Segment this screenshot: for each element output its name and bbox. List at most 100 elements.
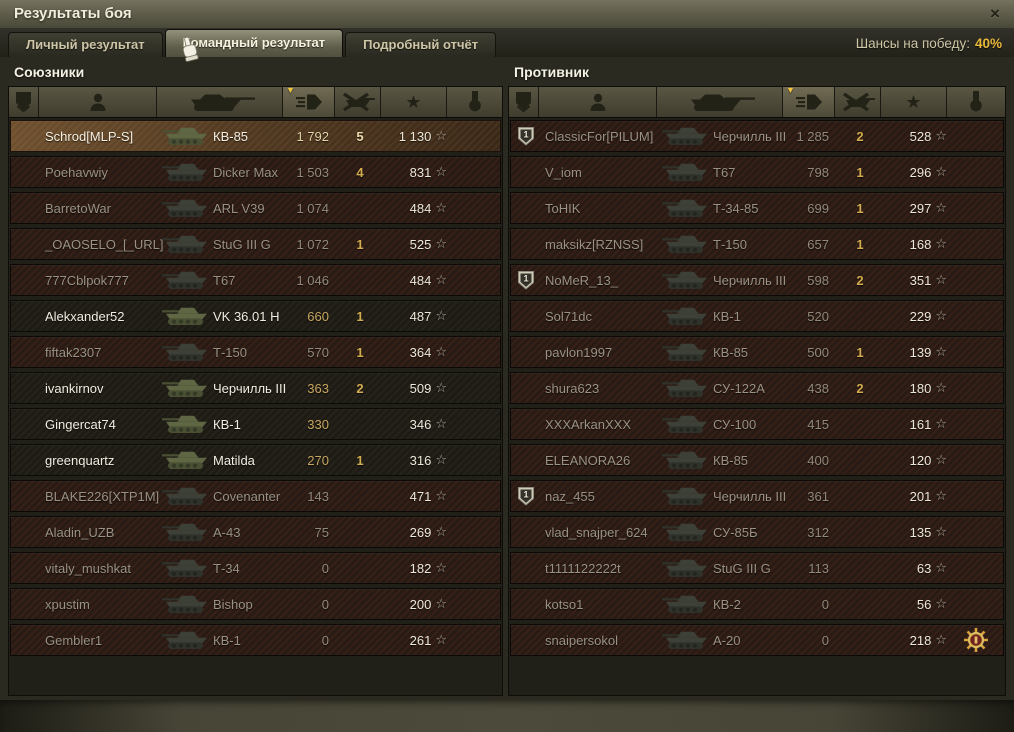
- tank-name: СУ-122А: [713, 380, 765, 396]
- table-row[interactable]: ELEANORA26 КВ-85 400 120 ☆: [510, 444, 1004, 476]
- tank-icon: [159, 413, 213, 435]
- table-row[interactable]: kotso1 КВ-2 0 56 ☆: [510, 588, 1004, 620]
- xp-cell: 364 ☆: [383, 344, 449, 360]
- close-icon[interactable]: ×: [990, 4, 1000, 23]
- header-experience[interactable]: ★: [381, 87, 447, 117]
- damage-value: 0: [321, 560, 329, 576]
- table-row[interactable]: shura623 СУ-122А 438 2 180 ☆: [510, 372, 1004, 404]
- damage-value: 363: [307, 380, 329, 396]
- xp-cell: 484 ☆: [383, 272, 449, 288]
- header-platoon[interactable]: [509, 87, 539, 117]
- kills-value: 5: [356, 128, 364, 144]
- table-row[interactable]: t1111122222t StuG III G 113 63 ☆: [510, 552, 1004, 584]
- star-icon: ★: [405, 92, 422, 112]
- header-player[interactable]: [39, 87, 157, 117]
- shell-icon: [795, 94, 822, 110]
- table-row[interactable]: _OAOSELO_[_URL] StuG III G 1 072 1 525 ☆: [10, 228, 501, 260]
- table-row[interactable]: vitaly_mushkat Т-34 0 182 ☆: [10, 552, 501, 584]
- table-row[interactable]: Poehavwiy Dicker Max 1 503 4 831 ☆: [10, 156, 501, 188]
- xp-star-icon: ☆: [435, 452, 447, 467]
- table-row[interactable]: BLAKE226[XTP1M] Covenanter 143 471 ☆: [10, 480, 501, 512]
- table-row[interactable]: snaipersokol А-20 0 218 ☆: [510, 624, 1004, 656]
- tank-name: Т-34: [213, 560, 240, 576]
- header-medals[interactable]: [947, 87, 1005, 117]
- tab-0[interactable]: Личный результат: [8, 32, 163, 57]
- tank-name: StuG III G: [213, 236, 271, 252]
- header-player[interactable]: [539, 87, 657, 117]
- xp-star-icon: ☆: [435, 236, 447, 251]
- table-row[interactable]: 1 ClassicFor[PILUM] Черчилль III 1 285 2…: [510, 120, 1004, 152]
- header-medals[interactable]: [447, 87, 502, 117]
- damage-value: 143: [307, 488, 329, 504]
- table-row[interactable]: BarretoWar ARL V39 1 074 484 ☆: [10, 192, 501, 224]
- xp-star-icon: ☆: [935, 272, 947, 287]
- table-rows: Schrod[MLP-S] КВ-85 1 792 5 1 130 ☆ Poeh…: [9, 118, 502, 656]
- header-frags[interactable]: [335, 87, 381, 117]
- header-frags[interactable]: [835, 87, 881, 117]
- player-name: Gingercat74: [45, 416, 116, 432]
- header-damage[interactable]: ▼: [783, 85, 835, 117]
- header-platoon[interactable]: [9, 87, 39, 117]
- header-damage[interactable]: ▼: [283, 85, 335, 117]
- table-row[interactable]: pavlon1997 КВ-85 500 1 139 ☆: [510, 336, 1004, 368]
- damage-value: 400: [807, 452, 829, 468]
- player-name: vlad_snajper_624: [545, 524, 648, 540]
- table-row[interactable]: vlad_snajper_624 СУ-85Б 312 135 ☆: [510, 516, 1004, 548]
- tank-icon: [659, 161, 713, 183]
- win-chance-value: 40%: [974, 36, 1002, 51]
- player-name: Gembler1: [45, 632, 103, 648]
- xp-cell: 351 ☆: [883, 272, 949, 288]
- damage-value: 330: [307, 416, 329, 432]
- table-row[interactable]: maksikz[RZNSS] Т-150 657 1 168 ☆: [510, 228, 1004, 260]
- tab-1[interactable]: Командный результат: [164, 29, 344, 57]
- table-row[interactable]: XXXArkanXXX СУ-100 415 161 ☆: [510, 408, 1004, 440]
- table-row[interactable]: ivankirnov Черчилль III 363 2 509 ☆: [10, 372, 501, 404]
- damage-value: 1 046: [296, 272, 329, 288]
- xp-value: 484: [409, 272, 432, 288]
- table-row[interactable]: fiftak2307 Т-150 570 1 364 ☆: [10, 336, 501, 368]
- player-name: pavlon1997: [545, 344, 613, 360]
- xp-star-icon: ☆: [435, 272, 447, 287]
- player-name: snaipersokol: [545, 632, 618, 648]
- xp-cell: 296 ☆: [883, 164, 949, 180]
- table-row[interactable]: Aladin_UZB А-43 75 269 ☆: [10, 516, 501, 548]
- table-row[interactable]: 1 naz_455 Черчилль III 361 201 ☆: [510, 480, 1004, 512]
- table-row[interactable]: Sol71dc КВ-1 520 229 ☆: [510, 300, 1004, 332]
- xp-cell: 1 130 ☆: [383, 128, 449, 144]
- table-row[interactable]: Alekxander52 VK 36.01 H 660 1 487 ☆: [10, 300, 501, 332]
- player-name: t1111122222t: [545, 560, 621, 576]
- xp-value: 200: [409, 596, 432, 612]
- platoon-cell: 1: [511, 126, 541, 147]
- table-row[interactable]: Schrod[MLP-S] КВ-85 1 792 5 1 130 ☆: [10, 120, 501, 152]
- tank-icon: [159, 269, 213, 291]
- xp-star-icon: ☆: [935, 344, 947, 359]
- header-experience[interactable]: ★: [881, 87, 947, 117]
- tank-name: Т67: [213, 272, 236, 288]
- xp-star-icon: ☆: [935, 596, 947, 611]
- tank-name: КВ-85: [713, 344, 749, 360]
- xp-star-icon: ☆: [935, 164, 947, 179]
- table-row[interactable]: ToHIK Т-34-85 699 1 297 ☆: [510, 192, 1004, 224]
- tab-2[interactable]: Подробный отчёт: [345, 32, 497, 57]
- xp-star-icon: ☆: [435, 488, 447, 503]
- table-row[interactable]: V_iom Т67 798 1 296 ☆: [510, 156, 1004, 188]
- table-row[interactable]: Gingercat74 КВ-1 330 346 ☆: [10, 408, 501, 440]
- tank-name: КВ-1: [213, 416, 241, 432]
- xp-value: 316: [409, 452, 432, 468]
- header-vehicle[interactable]: [157, 87, 283, 117]
- medal-column-icon: [970, 91, 982, 112]
- tank-name: Т-150: [213, 344, 247, 360]
- tank-name: Черчилль III: [213, 380, 287, 396]
- xp-star-icon: ☆: [435, 200, 447, 215]
- table-row[interactable]: 1 NoMeR_13_ Черчилль III 598 2 351 ☆: [510, 264, 1004, 296]
- tank-icon: [159, 161, 213, 183]
- table-row[interactable]: xpustim Bishop 0 200 ☆: [10, 588, 501, 620]
- team-table: ▼ ★: [8, 85, 503, 696]
- table-row[interactable]: greenquartz Matilda 270 1 316 ☆: [10, 444, 501, 476]
- tank-icon: [690, 94, 755, 111]
- table-row[interactable]: Gembler1 КВ-1 0 261 ☆: [10, 624, 501, 656]
- header-vehicle[interactable]: [657, 87, 783, 117]
- xp-cell: 525 ☆: [383, 236, 449, 252]
- tank-icon: [159, 449, 213, 471]
- table-row[interactable]: 777Cblpok777 Т67 1 046 484 ☆: [10, 264, 501, 296]
